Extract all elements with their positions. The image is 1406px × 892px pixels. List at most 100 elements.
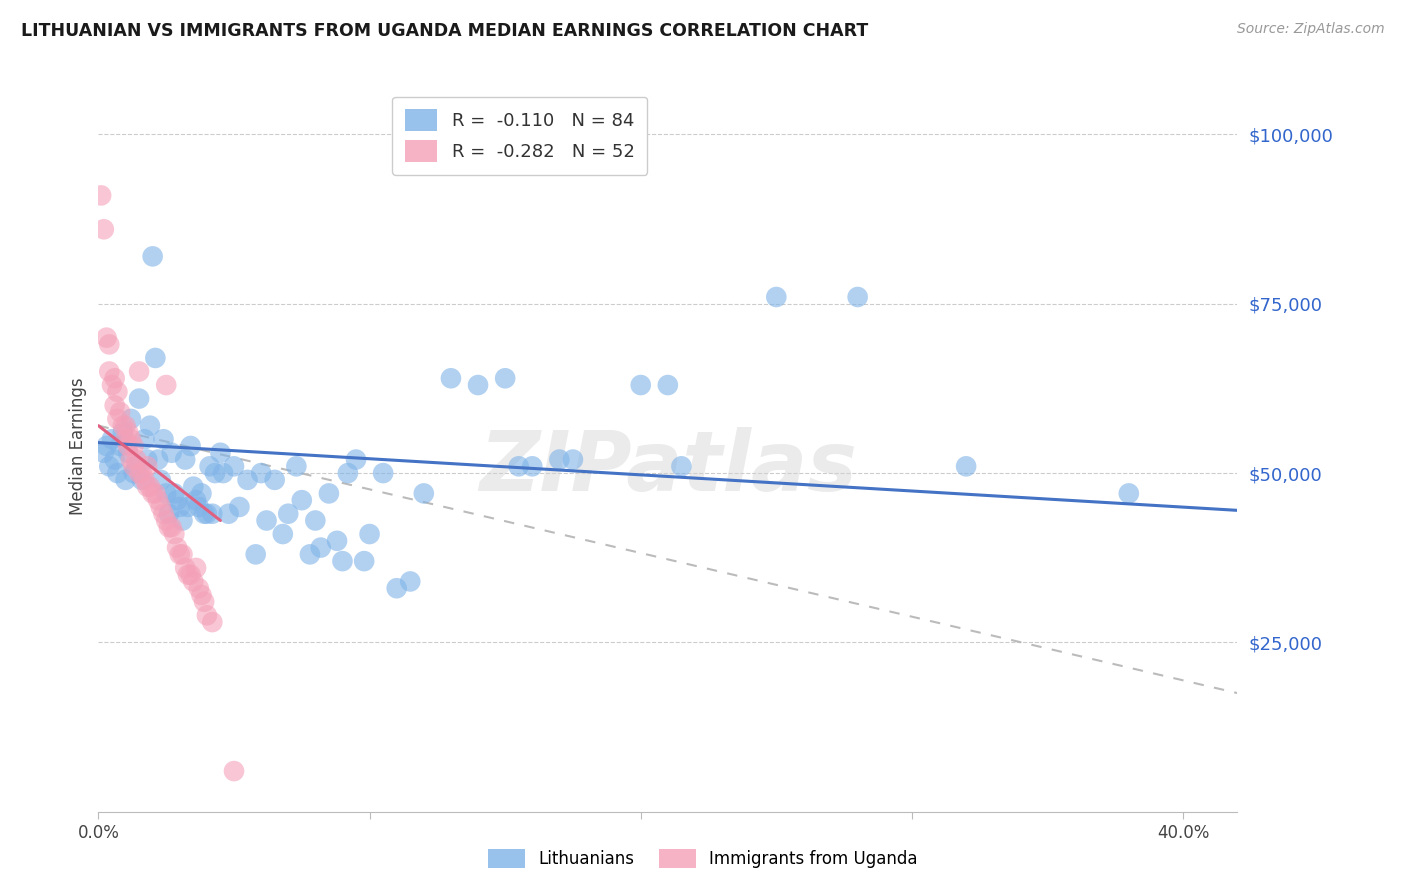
Point <box>149 500 172 514</box>
Legend: R =  -0.110   N = 84, R =  -0.282   N = 52: R = -0.110 N = 84, R = -0.282 N = 52 <box>392 96 647 175</box>
Point <box>134 473 156 487</box>
Point <box>190 588 212 602</box>
Point <box>285 459 308 474</box>
Point <box>256 514 278 528</box>
Point <box>104 371 127 385</box>
Point <box>955 459 977 474</box>
Point <box>765 290 787 304</box>
Point <box>222 764 245 778</box>
Point <box>163 486 186 500</box>
Point <box>183 480 205 494</box>
Point <box>120 412 142 426</box>
Point <box>107 466 129 480</box>
Point <box>108 439 131 453</box>
Point <box>157 520 180 534</box>
Point <box>166 541 188 555</box>
Point <box>142 249 165 263</box>
Point <box>250 466 273 480</box>
Legend: Lithuanians, Immigrants from Uganda: Lithuanians, Immigrants from Uganda <box>482 842 924 875</box>
Point <box>131 466 153 480</box>
Point <box>190 486 212 500</box>
Point <box>155 486 177 500</box>
Point <box>846 290 869 304</box>
Point <box>201 615 224 629</box>
Point <box>177 567 200 582</box>
Point <box>399 574 422 589</box>
Point <box>198 459 221 474</box>
Point <box>263 473 285 487</box>
Point <box>104 398 127 412</box>
Point <box>236 473 259 487</box>
Y-axis label: Median Earnings: Median Earnings <box>69 377 87 515</box>
Point <box>136 459 159 474</box>
Point <box>201 507 224 521</box>
Point <box>318 486 340 500</box>
Point <box>412 486 434 500</box>
Point <box>128 466 150 480</box>
Point <box>96 439 118 453</box>
Point <box>184 561 207 575</box>
Text: Source: ZipAtlas.com: Source: ZipAtlas.com <box>1237 22 1385 37</box>
Point <box>160 520 183 534</box>
Point <box>120 452 142 467</box>
Point <box>166 493 188 508</box>
Point <box>671 459 693 474</box>
Point <box>136 452 159 467</box>
Point <box>139 480 162 494</box>
Point <box>101 378 124 392</box>
Point <box>326 533 349 548</box>
Point <box>467 378 489 392</box>
Point <box>657 378 679 392</box>
Point <box>212 466 235 480</box>
Point <box>149 473 172 487</box>
Point <box>277 507 299 521</box>
Point <box>271 527 294 541</box>
Point <box>204 466 226 480</box>
Point <box>183 574 205 589</box>
Point <box>630 378 652 392</box>
Point <box>120 432 142 446</box>
Point <box>304 514 326 528</box>
Point <box>114 432 136 446</box>
Point <box>107 412 129 426</box>
Point <box>104 452 127 467</box>
Point <box>152 507 174 521</box>
Point <box>174 561 197 575</box>
Point <box>122 466 145 480</box>
Point <box>548 452 571 467</box>
Point <box>187 581 209 595</box>
Point <box>494 371 516 385</box>
Point <box>139 418 162 433</box>
Point <box>90 188 112 202</box>
Point <box>440 371 463 385</box>
Point <box>371 466 394 480</box>
Text: ZIPatlas: ZIPatlas <box>479 427 856 508</box>
Point <box>562 452 585 467</box>
Point <box>298 547 321 561</box>
Point <box>93 446 115 460</box>
Point <box>111 425 134 440</box>
Point <box>131 473 153 487</box>
Point <box>309 541 332 555</box>
Point <box>101 432 124 446</box>
Point <box>184 493 207 508</box>
Point <box>142 486 165 500</box>
Point <box>114 473 136 487</box>
Point <box>193 595 215 609</box>
Point <box>353 554 375 568</box>
Point <box>117 446 139 460</box>
Point <box>145 486 167 500</box>
Point <box>157 507 180 521</box>
Text: LITHUANIAN VS IMMIGRANTS FROM UGANDA MEDIAN EARNINGS CORRELATION CHART: LITHUANIAN VS IMMIGRANTS FROM UGANDA MED… <box>21 22 869 40</box>
Point <box>122 439 145 453</box>
Point <box>155 514 177 528</box>
Point <box>117 439 139 453</box>
Point <box>152 432 174 446</box>
Point <box>1118 486 1140 500</box>
Point <box>160 446 183 460</box>
Point <box>195 608 218 623</box>
Point <box>163 527 186 541</box>
Point <box>128 364 150 378</box>
Point <box>136 480 159 494</box>
Point <box>107 384 129 399</box>
